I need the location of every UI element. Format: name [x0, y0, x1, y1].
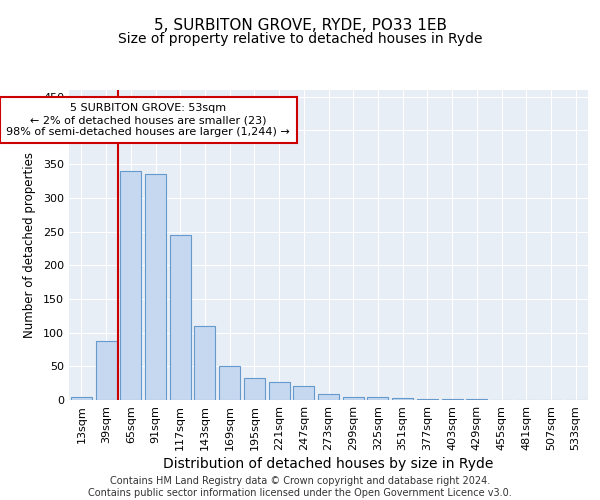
Bar	[367, 398, 388, 400]
Bar	[170, 235, 191, 400]
Bar	[392, 398, 413, 400]
Text: Size of property relative to detached houses in Ryde: Size of property relative to detached ho…	[118, 32, 482, 46]
Bar	[318, 394, 339, 400]
Text: Contains HM Land Registry data © Crown copyright and database right 2024.
Contai: Contains HM Land Registry data © Crown c…	[88, 476, 512, 498]
Bar	[145, 174, 166, 400]
Bar	[95, 340, 116, 400]
Bar	[71, 396, 92, 400]
Bar	[293, 386, 314, 400]
X-axis label: Distribution of detached houses by size in Ryde: Distribution of detached houses by size …	[163, 457, 494, 471]
Bar	[269, 382, 290, 400]
Text: 5 SURBITON GROVE: 53sqm
← 2% of detached houses are smaller (23)
98% of semi-det: 5 SURBITON GROVE: 53sqm ← 2% of detached…	[6, 104, 290, 136]
Bar	[417, 398, 438, 400]
Bar	[194, 326, 215, 400]
Bar	[244, 378, 265, 400]
Y-axis label: Number of detached properties: Number of detached properties	[23, 152, 36, 338]
Bar	[120, 171, 141, 400]
Bar	[343, 396, 364, 400]
Text: 5, SURBITON GROVE, RYDE, PO33 1EB: 5, SURBITON GROVE, RYDE, PO33 1EB	[154, 18, 446, 32]
Bar	[219, 366, 240, 400]
